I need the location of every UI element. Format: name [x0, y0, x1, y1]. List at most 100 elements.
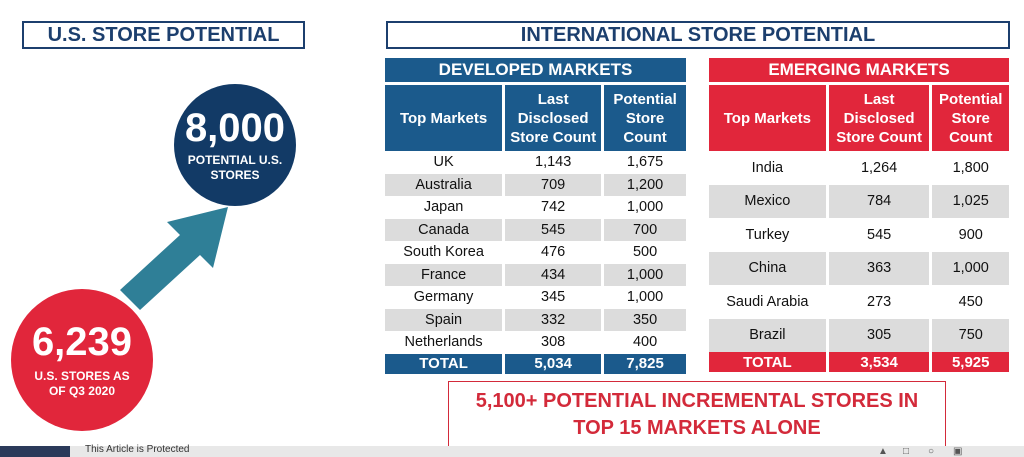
potential-cell: 700	[604, 218, 686, 241]
table-row: UK 1,143 1,675	[385, 151, 686, 174]
potential-cell: 1,200	[604, 173, 686, 196]
table-row: South Korea 476 500	[385, 241, 686, 264]
cell-gap	[825, 151, 829, 185]
market-cell: China	[709, 251, 826, 285]
cell-gap	[929, 218, 933, 252]
cell-gap	[502, 151, 506, 174]
incremental-stores-callout: 5,100+ POTENTIAL INCREMENTAL STORES IN T…	[448, 381, 946, 449]
table-row: Canada 545 700	[385, 218, 686, 241]
cell-gap	[601, 218, 605, 241]
cell-gap	[825, 251, 829, 285]
cell-gap	[502, 308, 506, 331]
market-cell: Canada	[385, 218, 503, 241]
table-row: Mexico 784 1,025	[709, 184, 1009, 218]
last-disclosed-cell: 308	[541, 334, 566, 351]
dev-total-potential: 7,825	[604, 353, 686, 374]
bookmark-icon[interactable]: □	[903, 446, 910, 457]
last-disclosed-cell: 709	[505, 173, 602, 196]
last-disclosed-cell: 332	[505, 308, 602, 331]
table-row: Spain 332 350	[385, 308, 686, 331]
potential-cell: 1,000	[626, 199, 664, 216]
cell-gap	[502, 286, 506, 309]
cell-gap	[502, 173, 506, 196]
current-us-stores-circle: 6,239 U.S. STORES AS OF Q3 2020	[11, 289, 153, 431]
last-disclosed-cell: 363	[828, 251, 930, 285]
table-row: Germany 345 1,000	[385, 286, 686, 309]
emerging-markets-table: EMERGING MARKETS Top Markets Last Disclo…	[709, 58, 1009, 372]
cell-gap	[825, 318, 829, 352]
dev-col-top-markets: Top Markets	[385, 85, 503, 151]
last-disclosed-cell: 305	[828, 318, 930, 352]
table-row: Japan 742 1,000	[385, 196, 686, 219]
cell-gap	[601, 263, 605, 286]
cell-gap	[825, 285, 829, 319]
market-cell: India	[751, 159, 784, 176]
potential-us-stores-label-line2: STORES	[210, 168, 260, 182]
potential-cell: 1,000	[604, 263, 686, 286]
table-row: Australia 709 1,200	[385, 173, 686, 196]
potential-cell: 500	[632, 244, 658, 261]
growth-arrow-icon	[120, 207, 228, 310]
comment-icon[interactable]: ○	[928, 446, 935, 457]
cell-gap	[502, 241, 506, 264]
last-disclosed-cell: 1,264	[860, 159, 898, 176]
market-cell: Spain	[385, 308, 503, 331]
share-icon[interactable]: ▲	[878, 446, 888, 457]
callout-line1: 5,100+ POTENTIAL INCREMENTAL STORES IN	[475, 390, 919, 412]
table-row: France 434 1,000	[385, 263, 686, 286]
print-icon[interactable]: ▣	[953, 446, 963, 457]
current-us-stores-value: 6,239	[31, 320, 133, 364]
em-total-label: TOTAL	[709, 352, 826, 372]
market-cell: Saudi Arabia	[726, 293, 809, 310]
table-row: China 363 1,000	[709, 251, 1009, 285]
last-disclosed-cell: 434	[505, 263, 602, 286]
last-disclosed-cell: 545	[867, 226, 892, 243]
em-col-last-disclosed: Last Disclosed Store Count	[828, 85, 930, 151]
last-disclosed-cell: 476	[541, 244, 566, 261]
dev-col-last-disclosed: Last Disclosed Store Count	[505, 85, 602, 151]
market-cell: Brazil	[709, 318, 826, 352]
cell-gap	[601, 286, 605, 309]
last-disclosed-cell: 273	[867, 293, 892, 310]
cell-gap	[601, 151, 605, 174]
footer-bar: This Article is Protected ▲ □ ○ ▣	[0, 444, 1024, 457]
potential-cell: 1,800	[952, 159, 989, 176]
cell-gap	[825, 184, 829, 218]
developed-markets-title: DEVELOPED MARKETS	[385, 58, 686, 82]
market-cell: Turkey	[745, 226, 790, 243]
em-total-potential: 5,925	[932, 352, 1009, 372]
emerging-markets-title: EMERGING MARKETS	[709, 58, 1009, 82]
potential-cell: 750	[932, 318, 1009, 352]
cell-gap	[601, 241, 605, 264]
dev-total-label: TOTAL	[385, 353, 503, 374]
table-row: Saudi Arabia 273 450	[709, 285, 1009, 319]
last-disclosed-cell: 784	[828, 184, 930, 218]
developed-markets-table: DEVELOPED MARKETS Top Markets Last Discl…	[385, 58, 686, 374]
current-us-stores-label-line1: U.S. STORES AS	[34, 369, 130, 383]
market-cell: France	[385, 263, 503, 286]
market-cell: Netherlands	[404, 334, 483, 351]
cell-gap	[601, 196, 605, 219]
market-cell: Mexico	[709, 184, 826, 218]
market-cell: Germany	[413, 289, 474, 306]
market-cell: Australia	[385, 173, 503, 196]
cell-gap	[929, 184, 933, 218]
us-store-potential-header: U.S. STORE POTENTIAL	[22, 21, 305, 49]
cell-gap	[929, 318, 933, 352]
international-store-potential-header: INTERNATIONAL STORE POTENTIAL	[386, 21, 1010, 49]
cell-gap	[929, 251, 933, 285]
callout-line2: TOP 15 MARKETS ALONE	[573, 417, 821, 439]
cell-gap	[929, 285, 933, 319]
potential-cell: 1,675	[626, 154, 664, 171]
last-disclosed-cell: 742	[541, 199, 566, 216]
cell-gap	[601, 173, 605, 196]
cell-gap	[929, 151, 933, 185]
potential-cell: 350	[604, 308, 686, 331]
cell-gap	[601, 308, 605, 331]
cell-gap	[502, 331, 506, 354]
cell-gap	[825, 218, 829, 252]
market-cell: Japan	[423, 199, 464, 216]
cell-gap	[601, 331, 605, 354]
dev-col-potential: Potential Store Count	[604, 85, 686, 151]
potential-cell: 900	[958, 226, 983, 243]
